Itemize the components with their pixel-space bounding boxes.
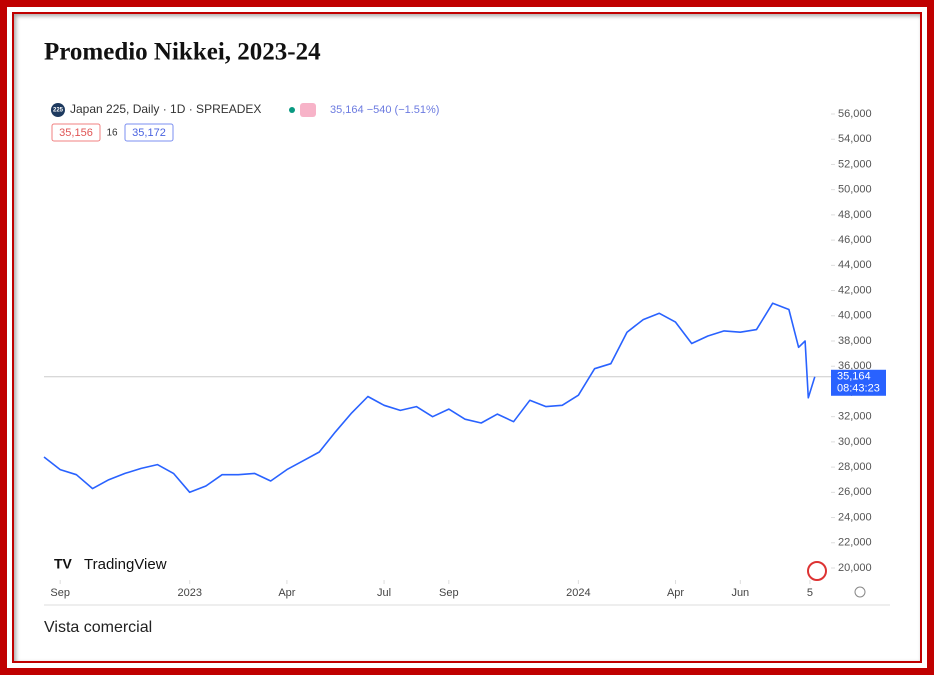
symbol-icon [51, 103, 65, 117]
price-label: 35,164 [837, 371, 871, 383]
y-tick-label: 56,000 [838, 108, 872, 120]
y-tick-label: 46,000 [838, 234, 872, 246]
brand-logo: TV [54, 556, 73, 572]
y-tick-label: 48,000 [838, 209, 872, 221]
bid-box [51, 123, 101, 142]
x-tick-label: Apr [667, 587, 684, 599]
x-tick-label: Sep [50, 587, 70, 599]
ask-box [124, 123, 174, 142]
ask: 35,172 [132, 127, 166, 139]
bid: 35,156 [59, 127, 93, 139]
quote: 35,164 −540 (−1.51%) [330, 104, 439, 116]
y-tick-label: 38,000 [838, 335, 872, 347]
x-tick-label: Apr [278, 587, 295, 599]
status-dot [289, 107, 295, 113]
x-tick-label: 5 [807, 587, 813, 599]
y-tick-label: 52,000 [838, 158, 872, 170]
flag-icon [807, 561, 827, 581]
x-tick-label: 2023 [177, 587, 201, 599]
y-tick-label: 42,000 [838, 284, 872, 296]
x-tick-label: Jul [377, 587, 391, 599]
chart-title: Promedio Nikkei, 2023-24 [44, 39, 321, 66]
y-tick-label: 44,000 [838, 259, 872, 271]
y-tick-label: 24,000 [838, 511, 872, 523]
spread: 16 [106, 128, 118, 139]
y-tick-label: 54,000 [838, 133, 872, 145]
inner-frame [12, 12, 922, 663]
price-label-box [831, 369, 886, 396]
symbol-badge: 225 [53, 108, 64, 114]
y-tick-label: 30,000 [838, 436, 872, 448]
x-tick-label: Sep [439, 587, 459, 599]
y-tick-label: 36,000 [838, 360, 872, 372]
y-tick-label: 28,000 [838, 461, 872, 473]
y-tick-label: 40,000 [838, 310, 872, 322]
x-tick-label: Jun [731, 587, 749, 599]
status-badge [300, 103, 316, 117]
x-tick-label: 2024 [566, 587, 590, 599]
caption: Vista comercial [44, 619, 152, 636]
price-time: 08:43:23 [837, 383, 880, 395]
y-tick-label: 20,000 [838, 562, 872, 574]
y-tick-label: 32,000 [838, 411, 872, 423]
symbol: Japan 225, Daily · 1D · SPREADEX [70, 102, 261, 116]
settings-icon[interactable] [854, 586, 866, 598]
y-tick-label: 50,000 [838, 184, 872, 196]
y-tick-label: 22,000 [838, 537, 872, 549]
brand: TradingView [84, 556, 167, 573]
price-line [43, 302, 816, 494]
y-tick-label: 26,000 [838, 486, 872, 498]
